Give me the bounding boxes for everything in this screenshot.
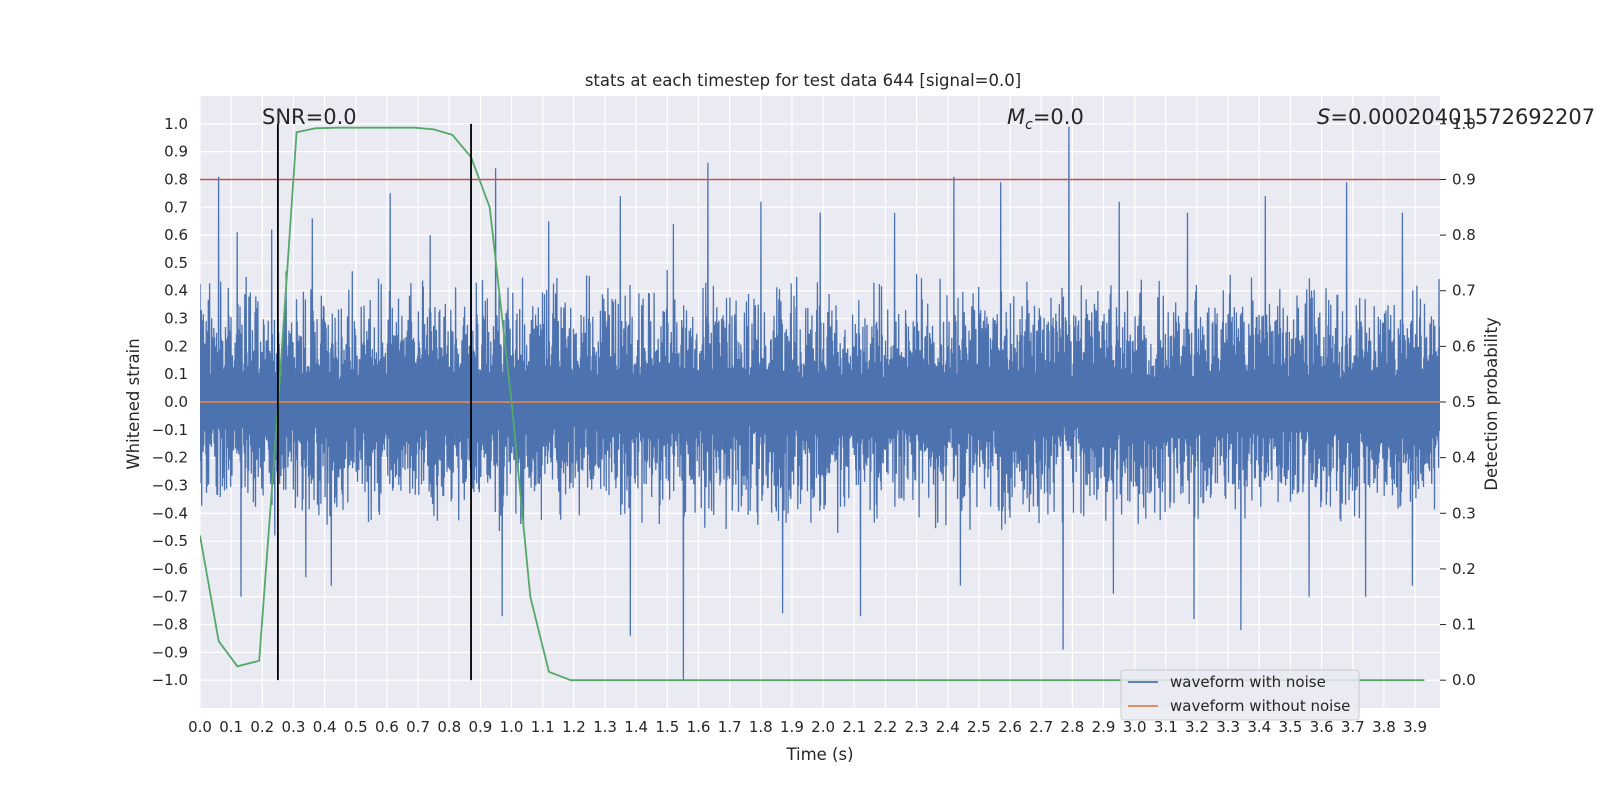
right-y-tick-label: 0.8 [1452,226,1476,244]
left-y-tick-label: −0.3 [152,476,188,494]
x-tick-label: 0.7 [406,718,430,736]
x-tick-label: 1.3 [593,718,617,736]
left-y-tick-label: 1.0 [164,115,188,133]
left-y-tick-label: 0.8 [164,170,188,188]
x-tick-label: 3.7 [1341,718,1365,736]
x-tick-label: 2.5 [967,718,991,736]
x-tick-label: 1.8 [749,718,773,736]
left-y-tick-label: −0.6 [152,560,188,578]
x-tick-label: 2.0 [811,718,835,736]
x-tick-label: 0.9 [468,718,492,736]
x-tick-label: 0.0 [188,718,212,736]
left-y-tick-label: 0.5 [164,254,188,272]
x-tick-label: 3.0 [1123,718,1147,736]
snr-annotation: SNR=0.0 [262,105,357,129]
right-y-tick-label: 0.5 [1452,393,1476,411]
x-tick-label: 1.4 [624,718,648,736]
x-tick-label: 1.5 [655,718,679,736]
right-y-tick-label: 0.2 [1452,560,1476,578]
left-y-tick-label: 0.2 [164,337,188,355]
x-tick-label: 1.2 [562,718,586,736]
x-tick-label: 2.3 [905,718,929,736]
right-y-tick-label: 0.1 [1452,616,1476,634]
left-y-tick-label: −0.7 [152,588,188,606]
left-y-tick-label: −0.5 [152,532,188,550]
right-y-tick-labels: 1.0 0.9 0.8 0.7 0.6 0.5 0.4 0.3 0.2 0.1 0.0 [1440,115,1476,689]
left-y-tick-label: 0.7 [164,198,188,216]
x-tick-label: 2.9 [1092,718,1116,736]
left-y-tick-label: −1.0 [152,671,188,689]
x-tick-label: 0.5 [344,718,368,736]
x-tick-label: 0.8 [437,718,461,736]
s-annotation: S=0.00020401572692207 [1317,105,1595,129]
left-y-tick-label: 0.4 [164,282,188,300]
left-y-axis-label: Whitened strain [124,338,143,469]
left-y-tick-label: 0.9 [164,143,188,161]
left-y-tick-label: 0.0 [164,393,188,411]
x-tick-label: 2.4 [936,718,960,736]
right-y-tick-label: 0.6 [1452,337,1476,355]
x-tick-label: 0.6 [375,718,399,736]
x-tick-label: 1.9 [780,718,804,736]
x-tick-label: 1.6 [687,718,711,736]
x-tick-label: 3.5 [1279,718,1303,736]
left-y-tick-label: 0.3 [164,310,188,328]
x-tick-label: 0.3 [282,718,306,736]
x-tick-label: 3.8 [1372,718,1396,736]
x-tick-label: 2.7 [1029,718,1053,736]
right-y-axis-label: Detection probability [1482,317,1501,491]
waveform-with-noise-line [200,126,1440,681]
x-tick-labels: 0.0 0.1 0.2 0.3 0.4 0.5 0.6 0.7 0.8 0.9 1.0 1.1 1.2 1… [188,718,1427,736]
left-y-tick-label: 0.6 [164,226,188,244]
legend-box [1120,669,1360,721]
right-y-tick-label: 0.7 [1452,282,1476,300]
right-y-tick-label: 0.9 [1452,170,1476,188]
x-tick-label: 3.9 [1403,718,1427,736]
left-y-tick-label: −0.1 [152,421,188,439]
right-y-tick-label: 0.0 [1452,671,1476,689]
x-tick-label: 2.2 [873,718,897,736]
x-tick-label: 3.6 [1310,718,1334,736]
legend-label-clean: waveform without noise [1170,697,1350,715]
x-tick-label: 3.2 [1185,718,1209,736]
detection-probability-line [200,126,1425,682]
left-y-tick-label: 0.1 [164,365,188,383]
left-y-tick-label: −0.9 [152,643,188,661]
x-tick-label: 3.4 [1247,718,1271,736]
vertical-markers [276,123,472,681]
x-tick-label: 1.7 [718,718,742,736]
left-y-tick-label: −0.2 [152,449,188,467]
left-y-tick-label: −0.8 [152,616,188,634]
right-y-tick-label: 0.4 [1452,449,1476,467]
left-y-tick-labels: 1.0 0.9 0.8 0.7 0.6 0.5 0.4 0.3 0.2 0.1 0.0 −0.1 −0.… [152,115,188,689]
x-tick-label: 0.4 [313,718,337,736]
x-axis-label: Time (s) [785,745,853,764]
x-tick-label: 1.0 [500,718,524,736]
x-tick-label: 0.2 [250,718,274,736]
x-tick-label: 1.1 [531,718,555,736]
x-tick-label: 2.8 [1060,718,1084,736]
x-tick-label: 0.1 [219,718,243,736]
legend-label-noise: waveform with noise [1170,673,1326,691]
legend: waveform with noise waveform without noi… [1120,669,1360,721]
right-y-tick-label: 0.3 [1452,504,1476,522]
chart-title: stats at each timestep for test data 644… [585,71,1021,90]
chirp-mass-annotation: Mc=0.0 [1007,105,1084,133]
x-tick-label: 3.1 [1154,718,1178,736]
x-tick-label: 3.3 [1216,718,1240,736]
right-y-tick-label: 1.0 [1452,115,1476,133]
x-tick-label: 2.6 [998,718,1022,736]
left-y-tick-label: −0.4 [152,504,188,522]
x-tick-label: 2.1 [842,718,866,736]
